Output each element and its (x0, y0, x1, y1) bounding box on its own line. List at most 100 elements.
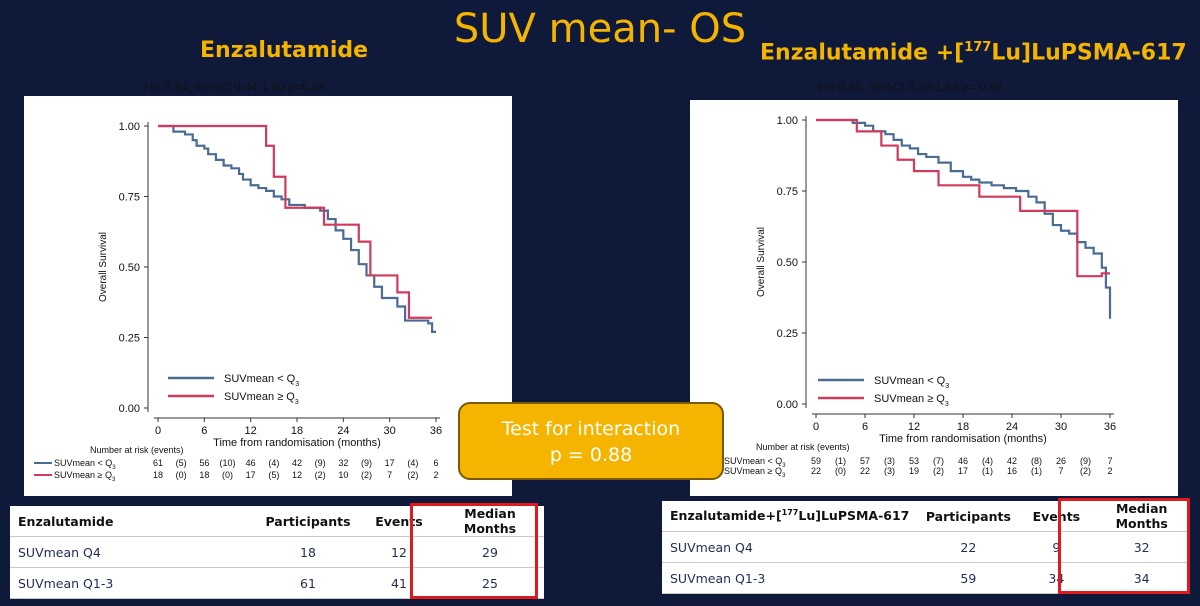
x-tick-label: 36 (430, 425, 442, 437)
risk-value: 46 (246, 458, 256, 468)
risk-value: (5) (176, 458, 187, 468)
y-tick-label: 1.00 (119, 121, 140, 133)
risk-value: (10) (219, 458, 235, 468)
legend-label-subscript: 3 (945, 401, 949, 408)
interaction-label: Test for interaction (501, 418, 681, 440)
risk-value: 61 (153, 458, 163, 468)
risk-value: (1) (982, 466, 993, 476)
y-tick-label: 1.00 (777, 115, 798, 127)
table-header-median: Median Months (436, 506, 544, 537)
table-cell: 9 (1019, 531, 1094, 563)
risk-value: 7 (1107, 456, 1112, 466)
risk-value: 17 (246, 470, 256, 480)
km-curve-series-2 (816, 118, 1110, 278)
risk-value: 7 (1058, 466, 1063, 476)
risk-value: (4) (407, 458, 418, 468)
risk-value: 32 (338, 458, 348, 468)
risk-value: 18 (153, 470, 163, 480)
x-tick-label: 24 (1006, 421, 1018, 433)
table-header-arm: Enzalutamide+[177Lu]LuPSMA-617 (662, 501, 918, 532)
table-row: SUVmean Q4 18 12 29 (10, 536, 544, 568)
table-cell: 32 (1093, 531, 1190, 563)
risk-value: 2 (1107, 466, 1112, 476)
risk-value: (2) (933, 466, 944, 476)
risk-table-title: Number at risk (events) (90, 445, 184, 455)
risk-value: 7 (387, 470, 392, 480)
table-row: SUVmean Q1-3 61 41 25 (10, 567, 544, 599)
risk-value: 57 (860, 456, 870, 466)
risk-value: 6 (433, 458, 438, 468)
y-tick-label: 0.00 (777, 399, 798, 411)
legend-label-subscript: 3 (295, 381, 299, 388)
y-tick-label: 0.50 (119, 262, 140, 274)
risk-value: (5) (268, 470, 279, 480)
x-tick-label: 12 (908, 421, 920, 433)
table-cell: 12 (362, 536, 436, 568)
risk-value: 42 (1007, 456, 1017, 466)
header-rest: Lu]LuPSMA-617 (798, 508, 910, 524)
km-chart-svg: 0.00 0.25 0.50 0.75 1.00 0 6 12 18 24 30 36 Time fro… (704, 115, 1116, 479)
risk-row-label: SUVmean < Q3 (54, 458, 116, 471)
table-cell: 22 (917, 531, 1020, 563)
risk-value: (1) (835, 456, 846, 466)
risk-value: (4) (268, 458, 279, 468)
risk-value: 16 (1007, 466, 1017, 476)
table-cell: SUVmean Q1-3 (10, 567, 254, 599)
km-plot-enzalutamide: 0.00 0.25 0.50 0.75 1.00 0 6 12 18 24 30 36 Time fro… (24, 96, 512, 496)
x-tick-label: 6 (862, 421, 868, 433)
risk-value: (1) (1031, 466, 1042, 476)
risk-value: (0) (176, 470, 187, 480)
table-cell: 61 (254, 567, 362, 599)
risk-value: (2) (1080, 466, 1091, 476)
km-plot-combination: 0.00 0.25 0.50 0.75 1.00 0 6 12 18 24 30 36 Time fro… (690, 100, 1178, 496)
median-highlight-box (1058, 498, 1190, 594)
risk-value: 2 (433, 470, 438, 480)
risk-value: 56 (199, 458, 209, 468)
risk-value: 42 (292, 458, 302, 468)
median-highlight-box (410, 503, 538, 599)
interaction-p-value: p = 0.88 (549, 444, 633, 466)
x-tick-label: 0 (155, 425, 161, 437)
risk-value: 53 (909, 456, 919, 466)
risk-value: (7) (933, 456, 944, 466)
results-table-combination: Enzalutamide+[177Lu]LuPSMA-617 Participa… (662, 501, 1190, 594)
risk-row-label-subscript: 3 (112, 465, 116, 471)
table-row: SUVmean Q1-3 59 34 34 (662, 562, 1190, 594)
risk-value: 12 (292, 470, 302, 480)
risk-value: (9) (315, 458, 326, 468)
hr-text-enzalutamide: HR 0.84, 95%CI 0.44-1.60 p=0.59 (144, 80, 326, 94)
table-header-median: Median Months (1093, 501, 1190, 532)
risk-value: 22 (811, 466, 821, 476)
table-header-participants: Participants (254, 506, 362, 537)
legend-label: SUVmean ≥ Q3 (224, 391, 299, 406)
legend-label: SUVmean ≥ Q3 (874, 393, 949, 408)
risk-table-title: Number at risk (events) (756, 442, 850, 452)
table-cell: 41 (362, 567, 436, 599)
risk-value: (8) (1031, 456, 1042, 466)
risk-value: 46 (958, 456, 968, 466)
risk-value: (4) (982, 456, 993, 466)
arm-title-rest: Lu]LuPSMA-617 (991, 40, 1187, 66)
arm-title-combination: Enzalutamide +[177Lu]LuPSMA-617 (760, 40, 1187, 65)
km-curve-series-2 (158, 124, 433, 319)
x-tick-label: 6 (201, 425, 207, 437)
risk-row-label: SUVmean < Q3 (724, 456, 786, 469)
table-row: SUVmean Q4 22 9 32 (662, 531, 1190, 563)
x-tick-label: 24 (337, 425, 349, 437)
risk-value: (3) (884, 466, 895, 476)
x-tick-label: 30 (384, 425, 396, 437)
y-tick-label: 0.25 (119, 333, 140, 345)
header-sup: 177 (781, 508, 799, 518)
table-cell: SUVmean Q1-3 (662, 562, 918, 594)
arm-title-text: Enzalutamide (200, 38, 369, 63)
legend-label: SUVmean < Q3 (874, 375, 949, 390)
risk-row-label: SUVmean ≥ Q3 (724, 466, 786, 479)
risk-row-label: SUVmean ≥ Q3 (54, 470, 116, 483)
x-axis-label: Time from randomisation (months) (879, 433, 1047, 445)
risk-value: (0) (835, 466, 846, 476)
km-curve-series-1 (816, 118, 1112, 319)
x-tick-label: 18 (291, 425, 303, 437)
km-curve-series-1 (158, 124, 436, 333)
slide-title: SUV mean- OS (453, 6, 747, 52)
legend-label: SUVmean < Q3 (224, 373, 299, 388)
